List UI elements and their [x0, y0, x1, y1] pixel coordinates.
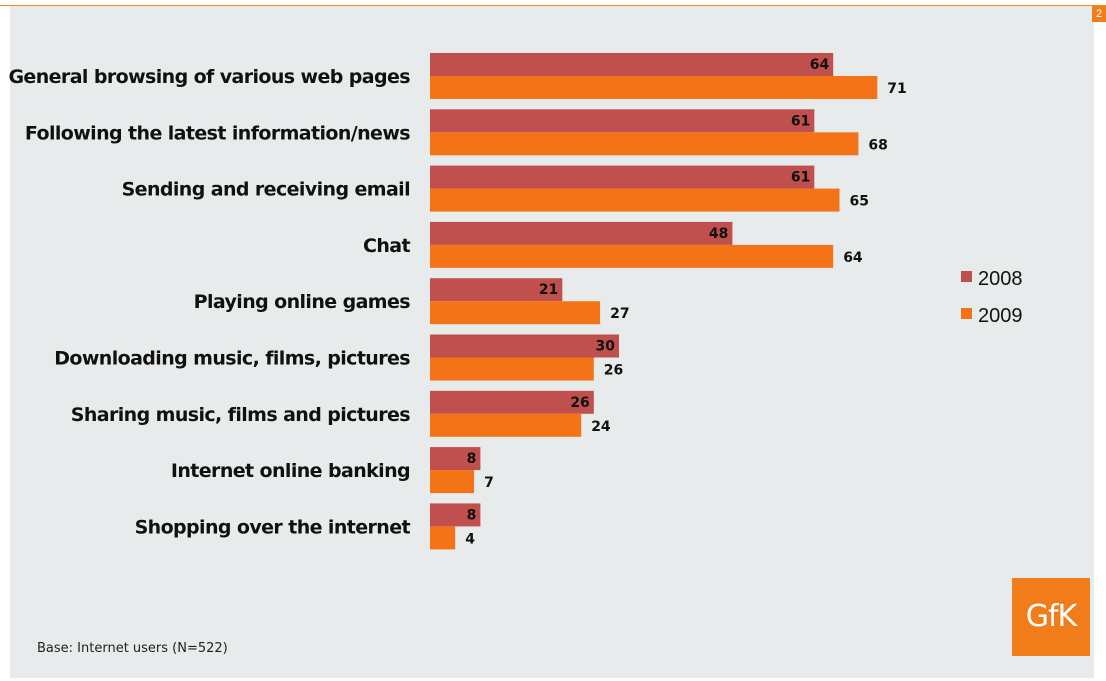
value-label-2009: 71 [887, 81, 906, 97]
value-label-2009: 68 [868, 137, 887, 153]
value-label-2009: 64 [843, 250, 863, 266]
legend-label-2008: 2008 [978, 268, 1023, 290]
value-label-2008: 64 [810, 57, 830, 73]
value-label-2008: 8 [467, 451, 477, 467]
category-label: General browsing of various web pages [8, 66, 410, 88]
bar-2008 [430, 447, 481, 471]
bar-2008 [430, 165, 815, 189]
category-label: Sending and receiving email [122, 179, 410, 201]
bar-2008 [430, 390, 594, 414]
bar-2009 [430, 301, 601, 325]
value-label-2009: 27 [610, 306, 629, 322]
bar-2008 [430, 109, 815, 133]
bar-2009 [430, 357, 594, 381]
bar-2008 [430, 278, 563, 302]
value-label-2009: 26 [604, 363, 623, 379]
value-label-2008: 61 [791, 113, 810, 129]
value-label-2008: 61 [791, 170, 810, 186]
top-rule [0, 5, 1106, 6]
bar-2009 [430, 526, 456, 550]
bar-2009 [430, 132, 859, 156]
category-label: Shopping over the internet [135, 516, 411, 538]
legend-label-2009: 2009 [978, 305, 1023, 327]
value-label-2008: 48 [709, 226, 728, 242]
bar-2008 [430, 221, 733, 245]
value-label-2009: 7 [484, 475, 494, 491]
value-label-2008: 8 [467, 507, 477, 523]
legend-swatch-2008 [961, 271, 972, 282]
value-label-2008: 21 [539, 282, 558, 298]
bar-2008 [430, 53, 834, 76]
bar-2009 [430, 188, 840, 212]
value-label-2008: 26 [570, 395, 589, 411]
category-label: Internet online banking [171, 460, 410, 482]
bar-2008 [430, 503, 481, 527]
value-label-2009: 4 [465, 531, 475, 547]
bar-2009 [430, 470, 475, 494]
base-note: Base: Internet users (N=522) [37, 641, 228, 656]
legend-swatch-2009 [961, 308, 972, 319]
category-label: Following the latest information/news [25, 122, 410, 144]
category-label: Downloading music, films, pictures [54, 348, 410, 370]
value-label-2008: 30 [596, 339, 616, 355]
category-label: Chat [363, 235, 410, 257]
bar-2009 [430, 413, 582, 437]
category-label: Sharing music, films and pictures [71, 404, 411, 426]
page-number: 2 [1092, 6, 1106, 22]
bar-2009 [430, 244, 834, 268]
bar-2008 [430, 334, 619, 358]
value-label-2009: 65 [850, 194, 869, 210]
gfk-logo: GfK [1012, 578, 1090, 656]
value-label-2009: 24 [591, 419, 611, 435]
category-label: Playing online games [194, 291, 411, 313]
bar-2009 [430, 76, 878, 99]
